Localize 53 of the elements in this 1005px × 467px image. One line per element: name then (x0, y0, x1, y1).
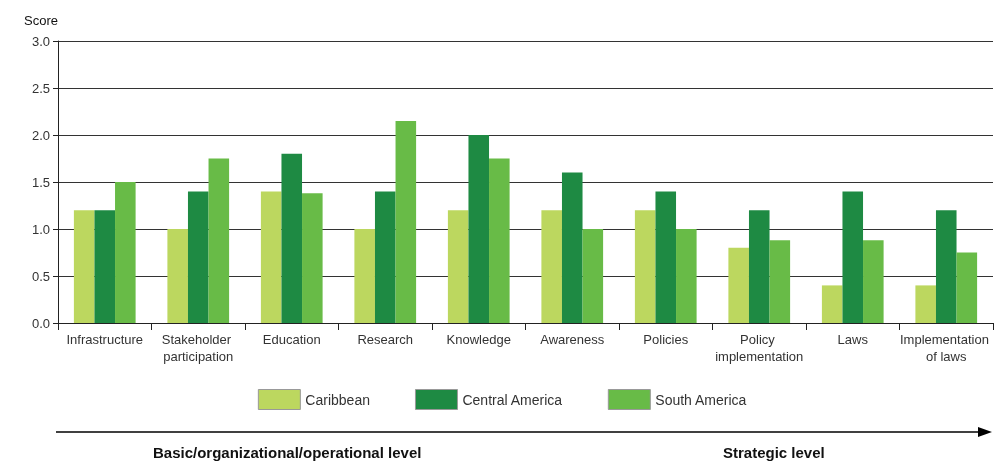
bar (489, 158, 510, 323)
x-tick-label: Implementation of laws (900, 332, 993, 364)
bar (374, 191, 396, 323)
legend-label: Caribbean (305, 391, 370, 408)
bar (915, 285, 936, 323)
x-tick-label: Knowledge (446, 332, 511, 347)
bar (728, 247, 749, 323)
legend-label: South America (655, 391, 747, 408)
bar (769, 240, 791, 323)
bar (260, 191, 282, 323)
bar (354, 229, 375, 323)
bar (842, 191, 864, 323)
y-tick-label: 3.0 (31, 33, 50, 49)
y-tick-label: 2.0 (31, 127, 50, 143)
bar (582, 229, 604, 323)
bar (94, 210, 116, 323)
y-tick-label: 2.5 (31, 80, 50, 96)
y-tick-label: 1.0 (31, 221, 50, 237)
x-tick-label: Policies (643, 332, 689, 347)
bar (655, 191, 677, 323)
x-tick-label: Infrastructure (66, 332, 144, 347)
bar (468, 135, 490, 323)
bar (302, 193, 323, 323)
bar (73, 210, 95, 323)
bar (863, 240, 884, 323)
text: Strategic level (723, 444, 825, 461)
bar (447, 210, 469, 323)
x-tick-label: Laws (837, 332, 869, 347)
bar (187, 191, 209, 323)
bar (395, 120, 417, 323)
y-tick-label: 0.0 (31, 315, 50, 331)
x-tick-label: Policy implementation (715, 332, 804, 364)
y-tick-label: 0.5 (31, 268, 50, 284)
legend-label: Central America (462, 391, 563, 408)
bar (748, 210, 770, 323)
bar (821, 285, 843, 323)
bar (634, 210, 656, 323)
bar (935, 210, 957, 323)
bar (281, 153, 303, 323)
bar (561, 172, 583, 323)
bar (956, 252, 978, 323)
bar (167, 229, 188, 323)
x-tick-label: Education (262, 332, 321, 347)
bar (676, 229, 697, 323)
x-tick-label: Stakeholder participation (161, 332, 235, 364)
x-tick-label: Awareness (540, 332, 605, 347)
text: Basic/organizational/operational level (153, 444, 422, 461)
x-tick-label: Research (357, 332, 414, 347)
y-tick-label: 1.5 (31, 174, 50, 190)
bar (115, 182, 136, 323)
bar (541, 210, 562, 323)
y-axis-title: Score (24, 13, 58, 28)
bar (208, 158, 230, 323)
